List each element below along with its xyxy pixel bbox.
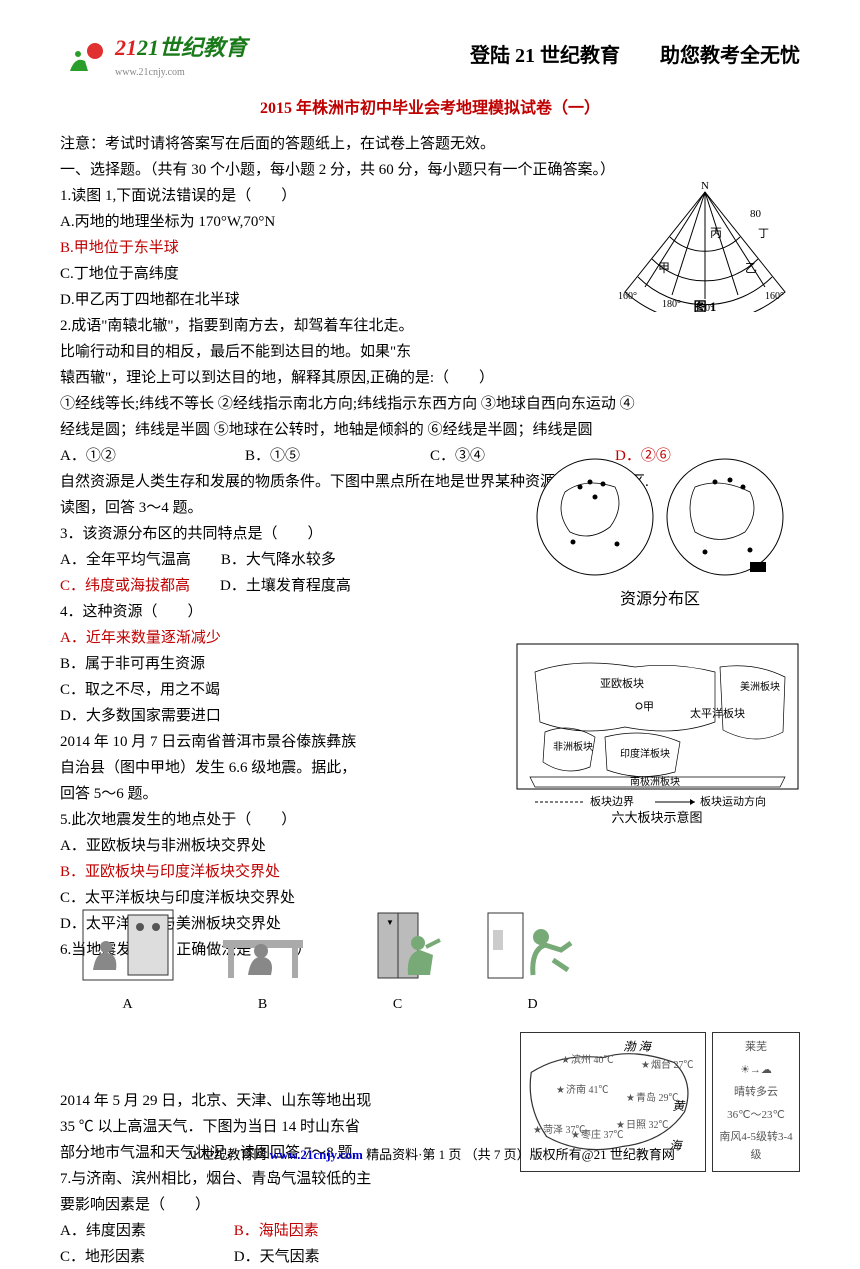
svg-text:丙: 丙 [710, 226, 722, 240]
q7-a: A．纬度因素 [60, 1219, 230, 1243]
q2-stem5: 经线是圆；纬线是半圆 ⑤地球在公转时，地轴是倾斜的 ⑥经线是半圆；纬线是圆 [60, 418, 800, 442]
svg-text:160°: 160° [765, 291, 784, 302]
q2-b: B．①⑤ [245, 444, 430, 468]
q7-d: D．天气因素 [234, 1249, 320, 1265]
q7-b-answer: B．海陆因素 [234, 1223, 319, 1239]
svg-text:乙: 乙 [745, 261, 757, 275]
svg-text:甲: 甲 [658, 261, 670, 275]
q4-b: B．属于非可再生资源 [60, 652, 490, 676]
q7-stem2: 要影响因素是（ ） [60, 1193, 490, 1217]
q5-stem: 5.此次地震发生的地点处于（ ） [60, 808, 490, 832]
q5-intro1: 2014 年 10 月 7 日云南省普洱市景谷傣族彝族 [60, 730, 490, 754]
q2-stem2: 比喻行动和目的相反，最后不能到达目的地。如果"东 [60, 340, 800, 364]
footer-left: 21 世纪教育网 [185, 1147, 266, 1162]
svg-text:南极洲板块: 南极洲板块 [630, 775, 680, 788]
notice: 注意：考试时请将答案写在后面的答题纸上，在试卷上答题无效。 [60, 132, 800, 156]
q2-a: A．①② [60, 444, 245, 468]
q3-cd: C．纬度或海拔都高 D．土壤发育程度高 [60, 574, 490, 598]
pose-b: B [213, 902, 313, 1017]
q7-ab: A．纬度因素 B．海陆因素 [60, 1219, 490, 1243]
q5-b-answer: B．亚欧板块与印度洋板块交界处 [60, 860, 490, 884]
header-slogan: 登陆 21 世纪教育 助您教考全无忧 [470, 40, 800, 72]
pose-a: A [78, 902, 178, 1017]
q7-stem1: 7.与济南、滨州相比，烟台、青岛气温较低的主 [60, 1167, 490, 1191]
svg-text:图 1: 图 1 [694, 299, 717, 312]
svg-text:非洲板块: 非洲板块 [553, 740, 593, 753]
page-header: 2121世纪教育 www.21cnjy.com 登陆 21 世纪教育 助您教考全… [60, 30, 800, 81]
svg-text:资源分布区: 资源分布区 [620, 590, 700, 608]
q4-d: D．大多数国家需要进口 [60, 704, 490, 728]
q2-stem1: 2.成语"南辕北辙"，指要到南方去，却驾着车往北走。 [60, 314, 800, 338]
q4-c: C．取之不尽，用之不竭 [60, 678, 490, 702]
svg-text:印度洋板块: 印度洋板块 [620, 747, 670, 760]
logo-subtitle: www.21cnjy.com [115, 65, 247, 81]
q5-intro3: 回答 5～6 题。 [60, 782, 490, 806]
svg-text:渤 海: 渤 海 [623, 1040, 653, 1054]
svg-text:▼: ▼ [386, 918, 394, 927]
logo-icon [60, 36, 110, 76]
svg-text:亚欧板块: 亚欧板块 [600, 676, 644, 690]
svg-text:板块边界: 板块边界 [590, 794, 634, 808]
svg-text:160°: 160° [618, 291, 637, 302]
pose-d: D [483, 902, 583, 1017]
exam-title: 2015 年株洲市初中毕业会考地理模拟试卷（一） [60, 96, 800, 122]
svg-text:太平洋板块: 太平洋板块 [690, 706, 745, 720]
footer-url: www.21cnjy.com [270, 1147, 363, 1162]
figure-1-globe-fan: N 80 丁 丙 甲 乙 160° 180° 170° 160° 图 1 [610, 177, 800, 312]
pose-c: ▼ C [348, 902, 448, 1017]
q7-cd: C．地形因素 D．天气因素 [60, 1245, 490, 1269]
q7-intro1: 2014 年 5 月 29 日，北京、天津、山东等地出现 [60, 1089, 490, 1113]
svg-text:甲: 甲 [643, 701, 654, 713]
q3-ab: A．全年平均气温高 B．大气降水较多 [60, 548, 490, 572]
svg-text:180°: 180° [662, 299, 681, 310]
logo-block: 2121世纪教育 www.21cnjy.com [60, 30, 247, 81]
svg-text:美洲板块: 美洲板块 [740, 680, 780, 693]
q4-a-answer: A．近年来数量逐渐减少 [60, 626, 490, 650]
page-footer: 21 世纪教育网 www.21cnjy.com 精品资料·第 1 页 （共 7 … [0, 1145, 860, 1166]
figure-4-earthquake-poses: A B ▼ C D [60, 902, 600, 1017]
q5-intro2: 自治县（图中甲地）发生 6.6 级地震。据此， [60, 756, 490, 780]
figure-3-plates: 亚欧板块 非洲板块 印度洋板块 太平洋板块 美洲板块 南极洲板块 甲 板块边界 … [515, 642, 800, 832]
svg-text:80: 80 [750, 208, 762, 220]
svg-text:六大板块示意图: 六大板块示意图 [611, 810, 702, 825]
q3-c-answer: C．纬度或海拔都高 [60, 578, 190, 594]
logo-text: 2121世纪教育 [115, 35, 247, 60]
q7-c: C．地形因素 [60, 1245, 230, 1269]
q2-stem3: 辕西辙"，理论上可以到达目的地，解释其原因,正确的是:（ ） [60, 366, 800, 390]
svg-text:丁: 丁 [758, 228, 769, 240]
q3-stem: 3．该资源分布区的共同特点是（ ） [60, 522, 490, 546]
logo-text-wrap: 2121世纪教育 www.21cnjy.com [115, 30, 247, 81]
q5-a: A．亚欧板块与非洲板块交界处 [60, 834, 490, 858]
q4-stem: 4．这种资源（ ） [60, 600, 490, 624]
svg-text:N: N [701, 180, 709, 192]
svg-text:板块运动方向: 板块运动方向 [700, 794, 766, 808]
content-body: N 80 丁 丙 甲 乙 160° 180° 170° 160° 图 1 资源分… [60, 132, 800, 1269]
figure-2-world-resource: 资源分布区 [525, 452, 800, 612]
q7-intro2: 35 ℃ 以上高温天气．下图为当日 14 时山东省 [60, 1115, 490, 1139]
footer-mid: 精品资料·第 1 页 （共 7 页）版权所有@21 世纪教育网 [366, 1147, 675, 1162]
q2-stem4: ①经线等长;纬线不等长 ②经线指示南北方向;纬线指示东西方向 ③地球自西向东运动… [60, 392, 800, 416]
